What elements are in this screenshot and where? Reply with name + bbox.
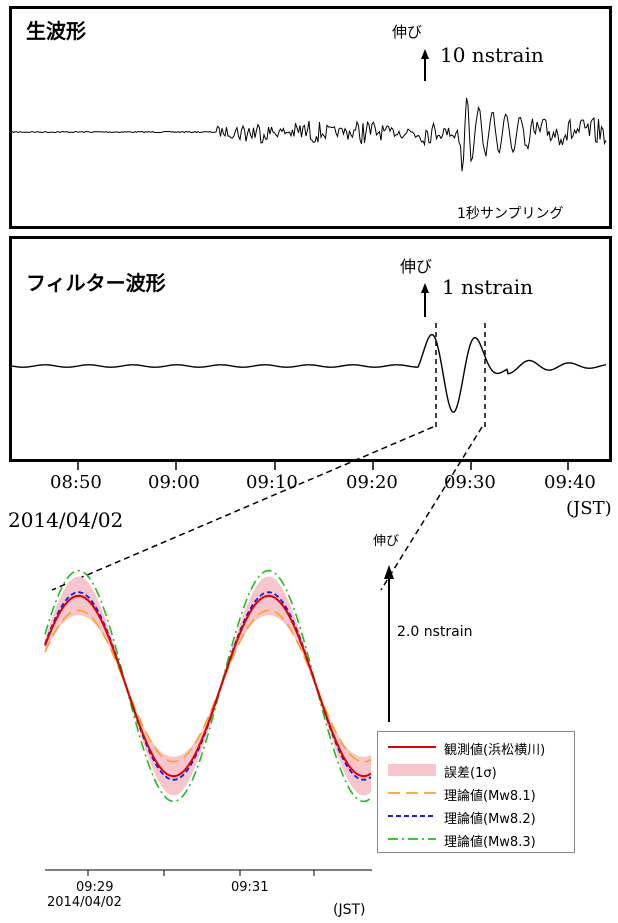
raw-scale-arrow-head <box>421 49 429 59</box>
raw-panel-title: 生波形 <box>26 19 86 43</box>
observed-line <box>44 594 372 778</box>
sampling-note: 1秒サンプリング <box>457 206 564 222</box>
raw-waveform-plot <box>12 49 607 172</box>
date-label: 2014/04/02 <box>8 508 124 532</box>
theory-mw81-line <box>44 609 372 763</box>
legend-item-mw83: 理論値(Mw8.3) <box>378 828 574 850</box>
detail-scale-label: 伸び <box>373 534 400 549</box>
time-tick-2: 09:10 <box>246 472 298 493</box>
raw-waveform-panel: 生波形 伸び 10 nstrain 1秒サンプリング <box>9 6 612 229</box>
legend-item-error: 誤差(1σ) <box>378 759 574 781</box>
detail-x-tick-0: 09:29 <box>76 880 114 895</box>
time-tick-1: 09:00 <box>148 472 200 493</box>
legend: 観測値(浜松横川) 誤差(1σ) 理論値(Mw8.1) 理論値(Mw8.2) 理… <box>377 731 575 853</box>
filtered-waveform-plot <box>12 283 607 431</box>
legend-item-mw82: 理論値(Mw8.2) <box>378 805 574 827</box>
legend-label-error: 誤差(1σ) <box>444 766 497 781</box>
time-tick-4: 09:30 <box>444 472 496 493</box>
time-tick-5: 09:40 <box>544 472 596 493</box>
time-axis-ticks <box>77 462 569 470</box>
detail-date: 2014/04/02 <box>47 895 122 910</box>
time-tick-0: 08:50 <box>50 472 102 493</box>
legend-item-observed: 観測値(浜松横川) <box>378 736 574 758</box>
detail-x-tick-1: 09:31 <box>231 880 269 895</box>
raw-scale-label: 伸び <box>392 23 423 41</box>
raw-scale-value: 10 nstrain <box>440 43 544 67</box>
filtered-waveform-panel: フィルター波形 伸び 1 nstrain <box>9 236 612 462</box>
detail-scale-arrow-head <box>384 565 394 579</box>
legend-label-mw83: 理論値(Mw8.3) <box>444 835 536 850</box>
legend-label-observed: 観測値(浜松横川) <box>444 743 546 758</box>
zoom-connector-right <box>380 426 483 591</box>
filtered-panel-title: フィルター波形 <box>26 271 166 295</box>
zoom-connector-left <box>51 426 434 591</box>
filtered-scale-arrow-head <box>421 283 429 293</box>
filtered-scale-label: 伸び <box>400 257 433 276</box>
detail-scale-value: 2.0 nstrain <box>397 624 473 640</box>
filtered-scale-value: 1 nstrain <box>442 275 534 299</box>
time-tick-3: 09:20 <box>346 472 398 493</box>
theory-mw83-line <box>44 569 372 803</box>
legend-label-mw81: 理論値(Mw8.1) <box>444 789 536 804</box>
detail-unit: (JST) <box>333 902 366 918</box>
filtered-waveform-line <box>12 333 607 413</box>
raw-waveform-line <box>12 97 607 172</box>
legend-item-mw81: 理論値(Mw8.1) <box>378 782 574 804</box>
time-unit: (JST) <box>566 498 612 519</box>
error-band <box>45 576 371 796</box>
legend-label-mw82: 理論値(Mw8.2) <box>444 812 536 827</box>
